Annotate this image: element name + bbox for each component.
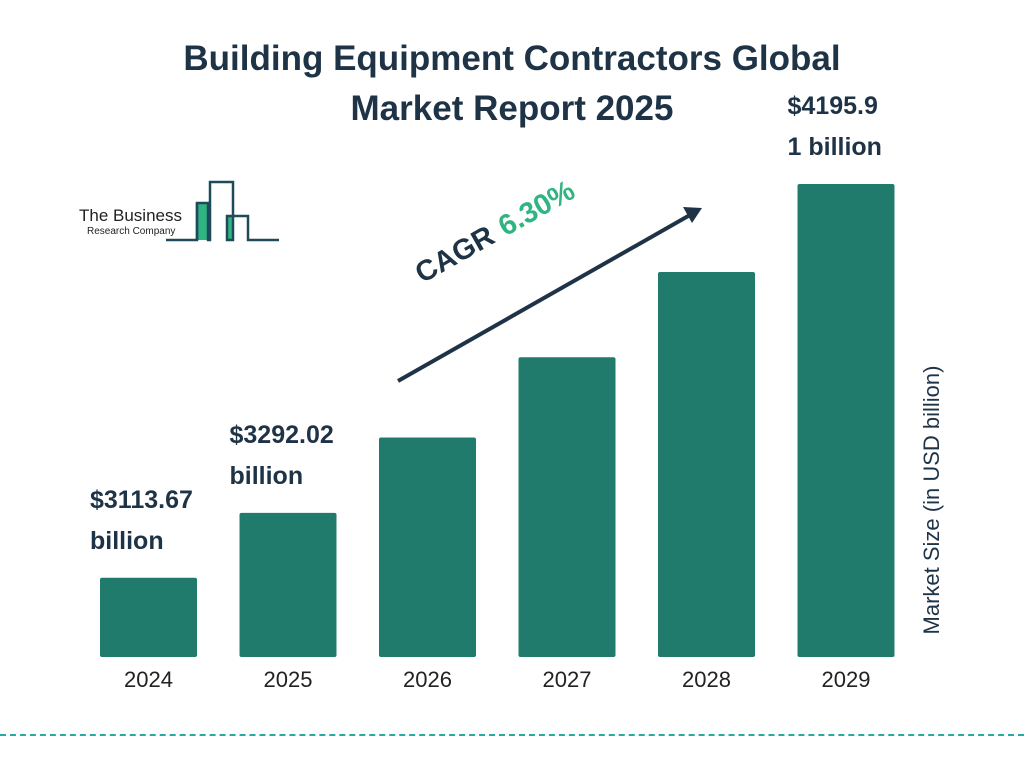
data-label-line: billion: [90, 526, 164, 555]
x-tick-label: 2026: [403, 667, 452, 692]
arrow-head-icon: [683, 207, 702, 223]
bar-2025: [239, 512, 337, 657]
logo-text-line2: Research Company: [87, 226, 176, 237]
divider-dashed-line: [0, 734, 1024, 736]
bar-2026: [379, 437, 476, 657]
x-tick-label: 2028: [682, 667, 731, 692]
cagr-arrow-line: [397, 213, 691, 383]
data-label-2029: $4195.9 1 billion: [788, 86, 882, 168]
logo-text-line1: The Business: [79, 206, 182, 225]
x-tick-label: 2024: [124, 667, 173, 692]
x-tick-label: 2029: [822, 667, 871, 692]
data-label-2024: $3113.67 billion: [90, 480, 193, 562]
x-tick-label: 2027: [543, 667, 592, 692]
logo-buildings-icon: [166, 180, 279, 242]
bar-2028: [658, 271, 755, 657]
data-label-line: billion: [229, 461, 304, 490]
title-line-1: Building Equipment Contractors Global: [183, 39, 841, 78]
data-label-2025: $3292.02 billion: [230, 415, 334, 497]
data-label-line: $3292.02: [229, 420, 334, 449]
bar-2024: [100, 577, 197, 657]
bar-2027: [518, 357, 616, 657]
y-axis-label: Market Size (in USD billion): [919, 365, 944, 635]
x-tick-label: 2025: [264, 667, 313, 692]
data-label-line: $3113.67: [90, 485, 193, 514]
data-label-line: 1 billion: [787, 133, 882, 162]
bar-2029: [797, 184, 895, 657]
title-line-2: Market Report 2025: [350, 89, 674, 128]
chart-title: Building Equipment Contractors Global Ma…: [0, 34, 1024, 134]
data-label-line: $4195.9: [787, 92, 878, 121]
